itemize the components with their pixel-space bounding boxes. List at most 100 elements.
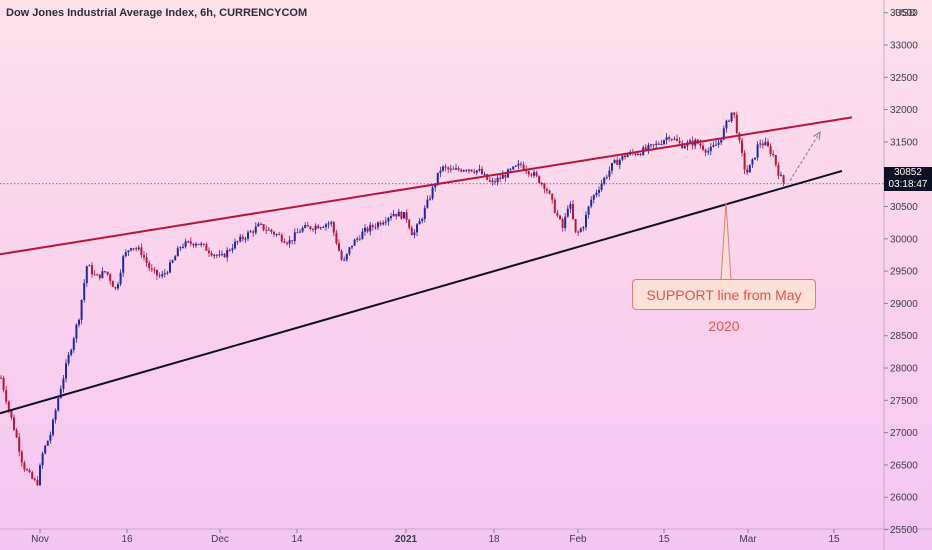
candle-body bbox=[426, 199, 429, 208]
candle-body bbox=[767, 141, 769, 147]
candle-body bbox=[153, 269, 156, 271]
resistance-trendline[interactable] bbox=[0, 116, 853, 256]
candle-body bbox=[499, 177, 502, 179]
candle-body bbox=[254, 226, 257, 233]
candle-body bbox=[327, 223, 330, 225]
candle-body bbox=[122, 256, 125, 273]
countdown-tag: 03:18:47 bbox=[884, 179, 932, 191]
candle-body bbox=[104, 271, 106, 273]
candle-body bbox=[332, 222, 335, 233]
candle-body bbox=[650, 144, 652, 146]
candle-body bbox=[395, 213, 398, 217]
candle-body bbox=[130, 248, 132, 251]
y-tick-label: 33000 bbox=[890, 40, 918, 51]
candle-body bbox=[377, 222, 379, 228]
projection-arrow-head bbox=[812, 131, 821, 141]
candle-body bbox=[221, 253, 223, 255]
candle-body bbox=[566, 208, 569, 217]
candle-body bbox=[265, 229, 268, 231]
candle-body bbox=[111, 281, 114, 287]
candle-body bbox=[23, 462, 26, 470]
candle-body bbox=[665, 137, 668, 141]
candle-body bbox=[314, 225, 317, 230]
candle-body bbox=[52, 419, 54, 435]
candle-body bbox=[712, 145, 715, 147]
candle-body bbox=[405, 212, 408, 220]
x-tick-label: Dec bbox=[211, 534, 229, 545]
candle-body bbox=[215, 254, 218, 256]
candle-body bbox=[733, 112, 736, 115]
x-tick-label: Nov bbox=[31, 534, 49, 545]
candle-body bbox=[553, 199, 556, 213]
candle-body bbox=[205, 244, 208, 251]
candle-body bbox=[561, 219, 564, 229]
candle-body bbox=[70, 349, 73, 355]
candle-body bbox=[358, 238, 361, 240]
candle-body bbox=[223, 253, 226, 258]
candle-body bbox=[626, 154, 629, 158]
candle-body bbox=[239, 236, 242, 242]
y-tick-label: 33500 bbox=[890, 8, 918, 19]
candle-body bbox=[582, 227, 585, 229]
x-tick-label: 2021 bbox=[395, 534, 418, 545]
candle-body bbox=[418, 221, 421, 225]
candle-body bbox=[166, 272, 169, 274]
x-tick-label: 14 bbox=[291, 534, 303, 545]
candle-body bbox=[673, 138, 676, 140]
candle-body bbox=[296, 232, 299, 234]
candle-body bbox=[543, 183, 546, 190]
candle-body bbox=[67, 354, 70, 364]
candle-body bbox=[236, 241, 239, 243]
candle-body bbox=[738, 133, 741, 141]
support-trendline[interactable] bbox=[0, 170, 843, 415]
candle-body bbox=[241, 236, 244, 240]
candle-body bbox=[10, 409, 13, 418]
candle-body bbox=[621, 155, 624, 160]
y-tick-label: 28500 bbox=[890, 331, 918, 342]
candle-body bbox=[707, 151, 710, 153]
candle-body bbox=[2, 377, 5, 391]
candle-body bbox=[475, 170, 478, 173]
candle-body bbox=[20, 451, 23, 463]
projection-arrow[interactable] bbox=[789, 131, 821, 181]
candle-body bbox=[340, 250, 343, 260]
candle-body bbox=[603, 177, 606, 184]
candle-body bbox=[275, 234, 278, 236]
candle-body bbox=[267, 229, 270, 231]
candle-body bbox=[540, 183, 543, 185]
candle-body bbox=[408, 219, 411, 228]
candle-body bbox=[668, 137, 671, 140]
candle-body bbox=[689, 140, 691, 143]
candle-body bbox=[114, 286, 117, 289]
support-annotation[interactable]: SUPPORT line from May 2020 bbox=[632, 279, 816, 334]
candle-body bbox=[338, 243, 340, 251]
candle-body bbox=[218, 254, 221, 256]
candle-body bbox=[226, 249, 229, 258]
candle-body bbox=[413, 232, 416, 236]
candle-body bbox=[741, 140, 743, 153]
candle-body bbox=[124, 252, 127, 257]
candle-body bbox=[361, 231, 364, 240]
candle-body bbox=[699, 143, 702, 146]
candle-body bbox=[735, 114, 738, 134]
candle-body bbox=[660, 143, 663, 145]
candle-body bbox=[299, 231, 301, 233]
candle-body bbox=[429, 198, 431, 200]
candle-body bbox=[509, 169, 512, 171]
candle-body bbox=[325, 224, 327, 228]
candle-body bbox=[364, 227, 366, 232]
candle-body bbox=[743, 152, 746, 170]
candle-body bbox=[403, 212, 405, 219]
y-tick-label: 27500 bbox=[890, 396, 918, 407]
candle-body bbox=[262, 224, 265, 230]
candle-body bbox=[465, 170, 468, 172]
candle-body bbox=[421, 218, 424, 222]
candle-body bbox=[140, 247, 143, 256]
candle-body bbox=[273, 231, 275, 235]
candle-body bbox=[592, 195, 595, 200]
candle-body bbox=[761, 143, 764, 146]
candle-body bbox=[457, 168, 460, 170]
candle-body bbox=[322, 227, 325, 229]
